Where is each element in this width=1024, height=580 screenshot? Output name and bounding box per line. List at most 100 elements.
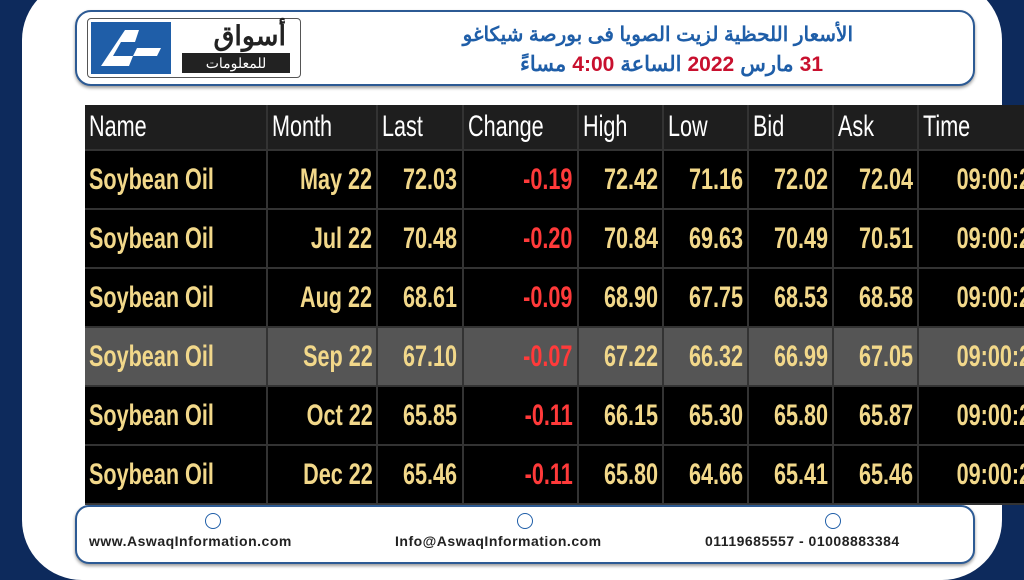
cell: 68.61	[377, 268, 464, 328]
cell: 65.80	[577, 445, 664, 505]
cell-text: -0.19	[523, 162, 573, 196]
cell: 65.46	[832, 445, 919, 505]
cell-text: 70.49	[773, 221, 828, 255]
cell: Dec 22	[267, 445, 379, 505]
cell: 72.03	[377, 150, 464, 210]
cell: Soybean Oil	[85, 268, 269, 328]
cell-text: 65.85	[403, 398, 458, 432]
cell: 70.84	[577, 209, 664, 269]
web-icon	[205, 513, 221, 529]
table-row: Soybean Oil Aug 22 68.61 -0.09 68.90 67.75 68.…	[85, 268, 1024, 328]
table-row: Soybean Oil Dec 22 65.46 -0.11 65.80 64.66 65.…	[85, 445, 1024, 505]
cell-text: 09:00:22	[956, 162, 1024, 196]
cell: 66.15	[577, 386, 664, 446]
header: أسواق للمعلومات الأسعار اللحظية لزيت الص…	[75, 10, 975, 86]
cell-text: 68.61	[403, 280, 458, 314]
subtitle-part: الساعة	[620, 53, 682, 76]
cell: 09:00:22	[917, 386, 1024, 446]
cell: -0.07	[462, 327, 579, 387]
header-text: Name	[89, 110, 147, 143]
cell: 64.66	[662, 445, 749, 505]
cell: 65.87	[832, 386, 919, 446]
cell-text: 09:00:22	[956, 398, 1024, 432]
cell: 67.22	[577, 327, 664, 387]
column-header: Name	[85, 105, 269, 151]
cell-text: Soybean Oil	[89, 162, 214, 196]
cell-text: 71.16	[688, 162, 743, 196]
header-text: Ask	[837, 110, 874, 143]
column-header: Ask	[832, 105, 919, 151]
cell: -0.11	[462, 445, 579, 505]
subtitle-part: مارس	[740, 53, 794, 76]
cell: 70.51	[832, 209, 919, 269]
header-text: Change	[467, 110, 544, 143]
column-header: Low	[662, 105, 749, 151]
cell-text: 68.53	[773, 280, 828, 314]
cell-text: 70.48	[403, 221, 458, 255]
cell-text: 65.87	[858, 398, 913, 432]
cell-text: 67.22	[603, 339, 658, 373]
cell-text: 09:00:20	[956, 280, 1024, 314]
cell: 67.10	[377, 327, 464, 387]
cell-text: Jul 22	[311, 221, 373, 255]
cell: 65.30	[662, 386, 749, 446]
cell: May 22	[267, 150, 379, 210]
cell: Soybean Oil	[85, 150, 269, 210]
cell-text: 72.04	[858, 162, 913, 196]
cell: 66.32	[662, 327, 749, 387]
cell-text: 69.63	[688, 221, 743, 255]
cell-text: 65.80	[773, 398, 828, 432]
table-row: Soybean Oil Oct 22 65.85 -0.11 66.15 65.30 65.…	[85, 386, 1024, 446]
cell: 71.16	[662, 150, 749, 210]
column-header: Month	[267, 105, 379, 151]
cell-text: 68.58	[858, 280, 913, 314]
cell: Oct 22	[267, 386, 379, 446]
cell: 72.42	[577, 150, 664, 210]
column-header: Time	[917, 105, 1024, 151]
cell: 09:00:21	[917, 327, 1024, 387]
cell: 65.85	[377, 386, 464, 446]
cell: 67.75	[662, 268, 749, 328]
cell-text: 65.30	[688, 398, 743, 432]
header-text: Last	[382, 110, 424, 143]
cell: 72.02	[747, 150, 834, 210]
cell: Aug 22	[267, 268, 379, 328]
column-header: Change	[462, 105, 579, 151]
cell: Jul 22	[267, 209, 379, 269]
cell: Soybean Oil	[85, 445, 269, 505]
cell: 69.63	[662, 209, 749, 269]
cell-text: 67.05	[858, 339, 913, 373]
cell: -0.11	[462, 386, 579, 446]
cell-text: 09:00:22	[956, 221, 1024, 255]
cell: Sep 22	[267, 327, 379, 387]
cell-text: 65.80	[603, 457, 658, 491]
cell-text: 70.51	[858, 221, 913, 255]
logo-name: أسواق	[213, 21, 286, 51]
subtitle-part: 4:00	[572, 53, 615, 76]
logo-mark	[91, 22, 171, 74]
cell-text: 68.90	[603, 280, 658, 314]
cell: Soybean Oil	[85, 327, 269, 387]
cell-text: 72.02	[773, 162, 828, 196]
logo-sub: للمعلومات	[182, 53, 290, 73]
cell-text: 66.99	[773, 339, 828, 373]
cell-text: Sep 22	[302, 339, 373, 373]
cell: 09:00:20	[917, 268, 1024, 328]
cell-text: Soybean Oil	[89, 457, 214, 491]
header-text: Month	[272, 110, 333, 143]
header-text: High	[582, 110, 628, 143]
cell-text: Soybean Oil	[89, 398, 214, 432]
cell: Soybean Oil	[85, 209, 269, 269]
cell-text: 67.10	[403, 339, 458, 373]
cell-text: Oct 22	[306, 398, 373, 432]
phone-icon	[825, 513, 841, 529]
title: الأسعار اللحظية لزيت الصويا فى بورصة شيك…	[462, 24, 853, 46]
cell-text: -0.07	[523, 339, 573, 373]
cell: 65.41	[747, 445, 834, 505]
header-text: Low	[667, 110, 708, 143]
cell: -0.09	[462, 268, 579, 328]
cell-text: Aug 22	[300, 280, 373, 314]
cell-text: 65.46	[858, 457, 913, 491]
cell: Soybean Oil	[85, 386, 269, 446]
header-row: Name Month Last Change High Low Bid Ask Time	[85, 105, 1024, 151]
